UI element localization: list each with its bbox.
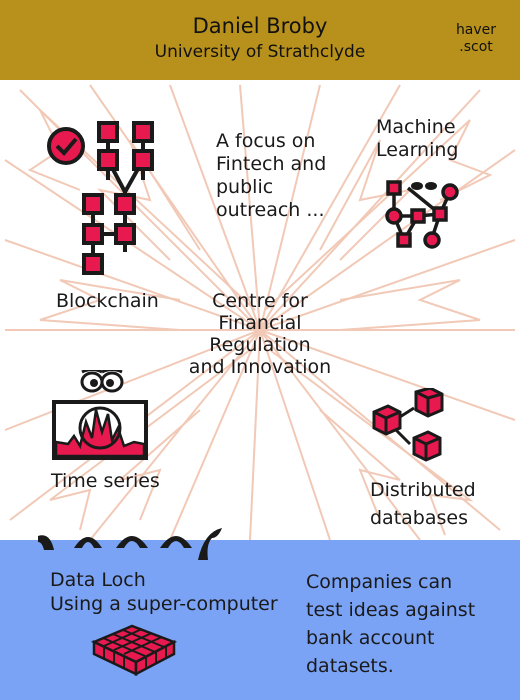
companies-line-2: test ideas against [306,599,476,621]
centre-title-line-1: Centre for [212,290,308,312]
focus-line-2: Fintech and [216,153,327,175]
blockchain-icon [82,121,154,275]
companies-line-3: bank account [306,627,435,649]
check-circle-icon [47,127,85,165]
author-name: Daniel Broby [192,14,328,38]
distributed-line-1: Distributed [370,479,476,501]
university-name: University of Strathclyde [154,42,366,62]
centre-title-line-3: Regulation [209,334,311,356]
distributed-line-2: databases [370,507,468,529]
companies-line-1: Companies can [306,571,453,593]
site-logo-line1: haver [455,22,497,38]
machine-learning-line-1: Machine [376,116,456,138]
machine-learning-line-2: Learning [376,139,459,161]
machine-learning-label: Machine Learning [376,116,459,162]
data-loch-area [0,540,520,700]
focus-line-3: public [216,176,274,198]
centre-title-line-4: and Innovation [188,356,332,378]
blockchain-label: Blockchain [56,290,159,312]
data-loch-text: Data Loch Using a super-computer [50,568,278,616]
companies-text: Companies can test ideas against bank ac… [306,568,475,680]
header-bar: Daniel Broby University of Strathclyde h… [0,0,520,80]
focus-text: A focus on Fintech and public outreach .… [216,130,326,222]
data-loch-subtitle: Using a super-computer [50,593,278,615]
site-logo[interactable]: haver .scot [446,22,506,56]
distributed-cubes-icon [372,388,444,462]
companies-line-4: datasets. [306,655,394,677]
data-loch-title: Data Loch [50,569,146,591]
focus-line-4: outreach ... [216,199,325,221]
site-logo-line2: .scot [459,39,493,55]
distributed-databases-label: Distributed databases [370,476,476,532]
loch-monster-icon [38,528,222,560]
supercomputer-grid-icon [90,624,178,676]
centre-title-line-2: Financial [218,312,302,334]
time-series-monitor-icon [52,370,148,460]
neural-network-icon [385,180,459,249]
time-series-label: Time series [51,470,160,492]
centre-title: Centre for Financial Regulation and Inno… [180,290,340,378]
focus-line-1: A focus on [216,130,316,152]
